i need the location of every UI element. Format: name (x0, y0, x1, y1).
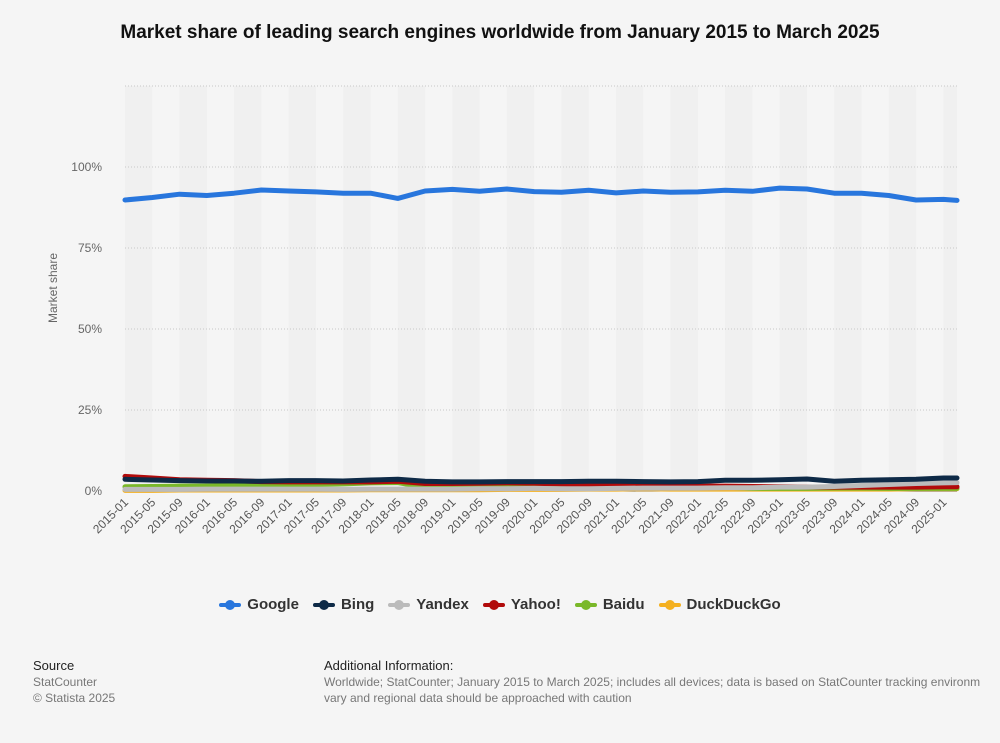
plot-band (943, 86, 957, 491)
additional-info: Additional Information: Worldwide; StatC… (324, 658, 1000, 706)
plot-band (506, 86, 535, 491)
legend-marker-icon (482, 599, 505, 610)
plot-band (397, 86, 426, 491)
legend: Google Bing Yandex Yahoo! Baidu DuckDuckGo (0, 596, 1000, 613)
legend-marker-icon (219, 599, 242, 610)
plot-band (670, 86, 698, 491)
additional-heading: Additional Information: (324, 658, 454, 673)
legend-marker-icon (574, 599, 597, 610)
y-tick-label: 75% (78, 241, 102, 255)
legend-item-duckduckgo[interactable]: DuckDuckGo (658, 596, 781, 613)
plot-band (234, 86, 262, 491)
y-tick-label: 50% (78, 322, 102, 336)
legend-label: Google (247, 596, 299, 613)
plot-band (834, 86, 862, 491)
series-line-bing (122, 475, 960, 485)
legend-label: Yahoo! (510, 596, 561, 613)
plot-band (125, 86, 153, 491)
plot-band (616, 86, 644, 491)
legend-label: Bing (340, 596, 375, 613)
source-heading: Source (33, 658, 75, 673)
y-tick-label: 25% (78, 403, 102, 417)
legend-label: Yandex (416, 596, 469, 613)
plot-band (452, 86, 480, 491)
chart-title: Market share of leading search engines w… (120, 22, 880, 43)
additional-line: Worldwide; StatCounter; January 2015 to … (324, 675, 981, 689)
plot-band (288, 86, 316, 491)
plot-band (179, 86, 207, 491)
y-axis-label: Market share (46, 253, 60, 323)
plot-band (725, 86, 753, 491)
line-chart: 0%25%50%75%100% 2015-012015-052015-09201… (46, 85, 960, 536)
legend-marker-icon (658, 599, 681, 610)
series-line-google (122, 185, 960, 203)
legend-label: Baidu (602, 596, 645, 613)
plot-band (343, 86, 371, 491)
legend-item-google[interactable]: Google (219, 596, 299, 613)
plot-band (888, 86, 917, 491)
additional-line: vary and regional data should be approac… (324, 691, 632, 705)
legend-item-baidu[interactable]: Baidu (574, 596, 645, 613)
legend-marker-icon (388, 599, 411, 610)
plot-band (779, 86, 807, 491)
source-line[interactable]: StatCounter (33, 675, 98, 689)
y-tick-label: 100% (71, 160, 102, 174)
source-block: Source StatCounter © Statista 2025 (33, 658, 115, 706)
plot-band (561, 86, 589, 491)
legend-marker-icon (312, 599, 335, 610)
legend-item-yahoo[interactable]: Yahoo! (482, 596, 561, 613)
copyright: © Statista 2025 (33, 691, 116, 705)
y-tick-label: 0% (85, 484, 103, 498)
series-line-yandex (122, 480, 960, 492)
legend-label: DuckDuckGo (686, 596, 781, 613)
legend-item-bing[interactable]: Bing (312, 596, 375, 613)
legend-item-yandex[interactable]: Yandex (388, 596, 469, 613)
